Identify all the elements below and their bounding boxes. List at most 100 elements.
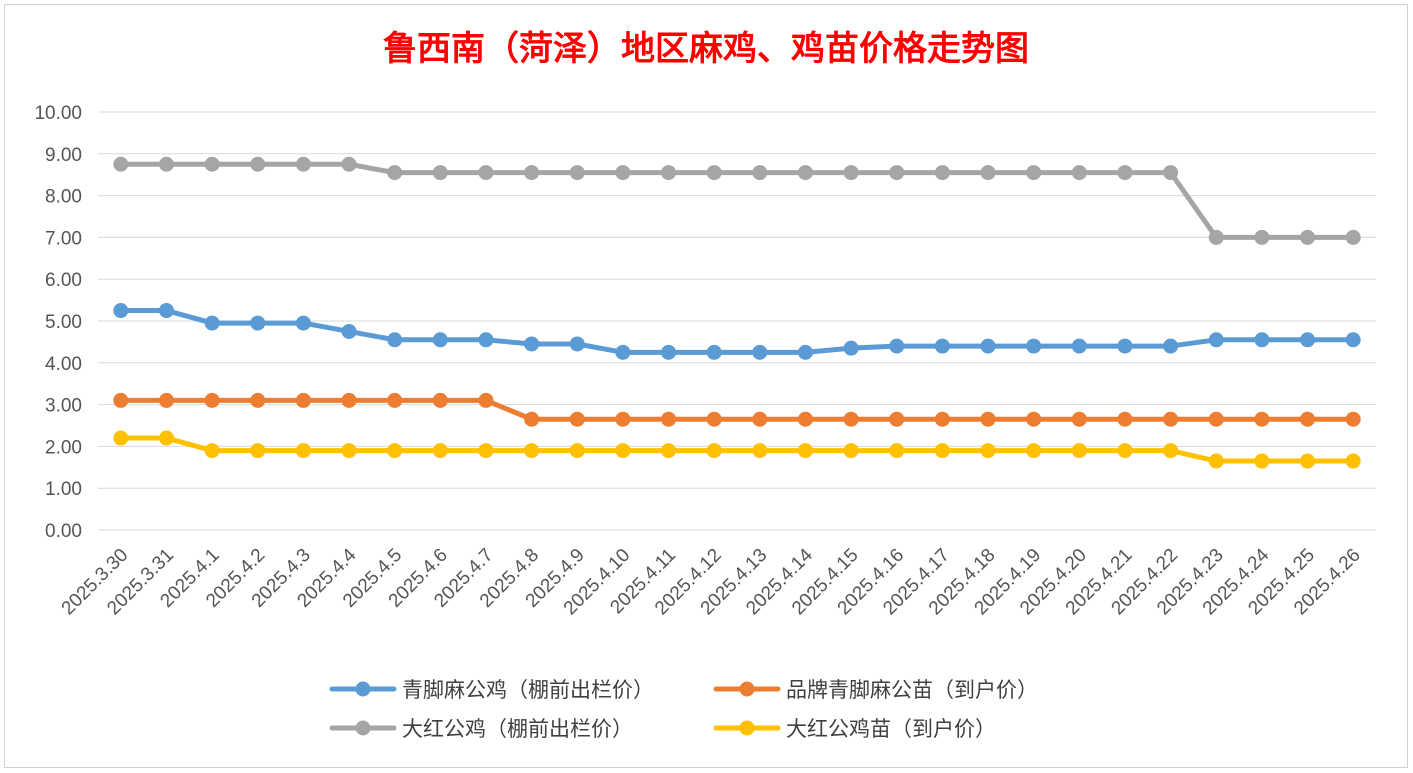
data-point xyxy=(1345,332,1361,348)
data-point xyxy=(1026,165,1042,181)
data-point xyxy=(569,411,585,427)
legend-item: 青脚麻公鸡（棚前出栏价） xyxy=(329,678,654,702)
data-point xyxy=(387,443,403,459)
data-point xyxy=(1071,443,1087,459)
legend-swatch-marker xyxy=(355,681,371,697)
data-point xyxy=(158,156,174,172)
data-point xyxy=(934,165,950,181)
data-point xyxy=(341,392,357,408)
data-point xyxy=(615,344,631,360)
data-point xyxy=(843,165,859,181)
legend: 青脚麻公鸡（棚前出栏价） 品牌青脚麻公苗（到户价） 大红公鸡（棚前出栏价） 大红公鸡苗… xyxy=(329,678,1038,741)
data-point xyxy=(615,165,631,181)
y-tick-label: 6.00 xyxy=(45,270,82,291)
data-point xyxy=(295,156,311,172)
series-line xyxy=(118,308,1356,355)
data-point xyxy=(432,443,448,459)
data-point xyxy=(1026,443,1042,459)
data-point xyxy=(158,303,174,319)
y-tick-label: 8.00 xyxy=(45,187,82,208)
data-point xyxy=(1300,411,1316,427)
data-point xyxy=(158,430,174,446)
data-point xyxy=(661,443,677,459)
y-tick-label: 1.00 xyxy=(45,479,82,500)
y-tick-label: 4.00 xyxy=(45,354,82,375)
data-point xyxy=(980,411,996,427)
data-point xyxy=(478,332,494,348)
data-point xyxy=(1117,443,1133,459)
data-point xyxy=(1163,165,1179,181)
data-point xyxy=(843,340,859,356)
data-point xyxy=(1208,229,1224,245)
data-point xyxy=(1208,411,1224,427)
data-point xyxy=(889,165,905,181)
data-point xyxy=(113,303,129,319)
data-point xyxy=(661,165,677,181)
legend-swatch-marker xyxy=(355,720,371,736)
data-point xyxy=(1071,165,1087,181)
y-axis-ticks: 0.00 1.00 2.00 3.00 4.00 5.00 6.00 7.00 8.00 9.00… xyxy=(34,103,82,542)
data-point xyxy=(752,411,768,427)
data-point xyxy=(341,156,357,172)
x-axis-ticks: 2025.3.302025.3.312025.4.12025.4.22025.4… xyxy=(58,544,1365,619)
data-point xyxy=(250,156,266,172)
data-point xyxy=(1254,411,1270,427)
data-point xyxy=(1345,411,1361,427)
legend-label: 大红公鸡苗（到户价） xyxy=(786,717,996,741)
data-point xyxy=(250,315,266,331)
data-point xyxy=(295,392,311,408)
y-tick-label: 9.00 xyxy=(45,145,82,166)
data-point xyxy=(569,336,585,352)
series-4 xyxy=(113,430,1361,469)
data-point xyxy=(615,411,631,427)
legend-item: 大红公鸡苗（到户价） xyxy=(713,717,996,741)
data-point xyxy=(661,411,677,427)
y-tick-label: 0.00 xyxy=(45,521,82,542)
data-point xyxy=(1208,332,1224,348)
data-point xyxy=(980,165,996,181)
data-point xyxy=(1300,453,1316,469)
data-point xyxy=(980,443,996,459)
data-point xyxy=(295,315,311,331)
legend-label: 品牌青脚麻公苗（到户价） xyxy=(786,678,1038,702)
data-point xyxy=(1163,443,1179,459)
data-point xyxy=(524,411,540,427)
data-point xyxy=(387,392,403,408)
data-point xyxy=(1254,453,1270,469)
legend-swatch-marker xyxy=(739,720,755,736)
data-point xyxy=(113,392,129,408)
data-point xyxy=(1071,411,1087,427)
data-point xyxy=(113,430,129,446)
data-point xyxy=(980,338,996,354)
data-point xyxy=(1026,338,1042,354)
data-point xyxy=(706,411,722,427)
y-tick-label: 3.00 xyxy=(45,396,82,417)
series-line xyxy=(118,435,1356,464)
series-3 xyxy=(113,156,1361,245)
series-line xyxy=(118,397,1356,422)
data-point xyxy=(250,443,266,459)
data-point xyxy=(661,344,677,360)
data-point xyxy=(615,443,631,459)
data-point xyxy=(204,443,220,459)
data-point xyxy=(706,165,722,181)
data-point xyxy=(934,443,950,459)
data-point xyxy=(843,443,859,459)
legend-item: 大红公鸡（棚前出栏价） xyxy=(329,717,633,741)
data-point xyxy=(1300,332,1316,348)
legend-label: 青脚麻公鸡（棚前出栏价） xyxy=(402,678,654,702)
series-2 xyxy=(113,392,1361,427)
grid-lines xyxy=(98,111,1376,531)
data-point xyxy=(889,411,905,427)
legend-label: 大红公鸡（棚前出栏价） xyxy=(402,717,633,741)
data-point xyxy=(341,323,357,339)
data-point xyxy=(934,338,950,354)
data-point xyxy=(432,332,448,348)
chart-title: 鲁西南（菏泽）地区麻鸡、鸡苗价格走势图 xyxy=(383,29,1029,69)
data-point xyxy=(432,165,448,181)
data-point xyxy=(889,443,905,459)
data-point xyxy=(250,392,266,408)
data-point xyxy=(524,336,540,352)
data-point xyxy=(113,156,129,172)
data-point xyxy=(341,443,357,459)
